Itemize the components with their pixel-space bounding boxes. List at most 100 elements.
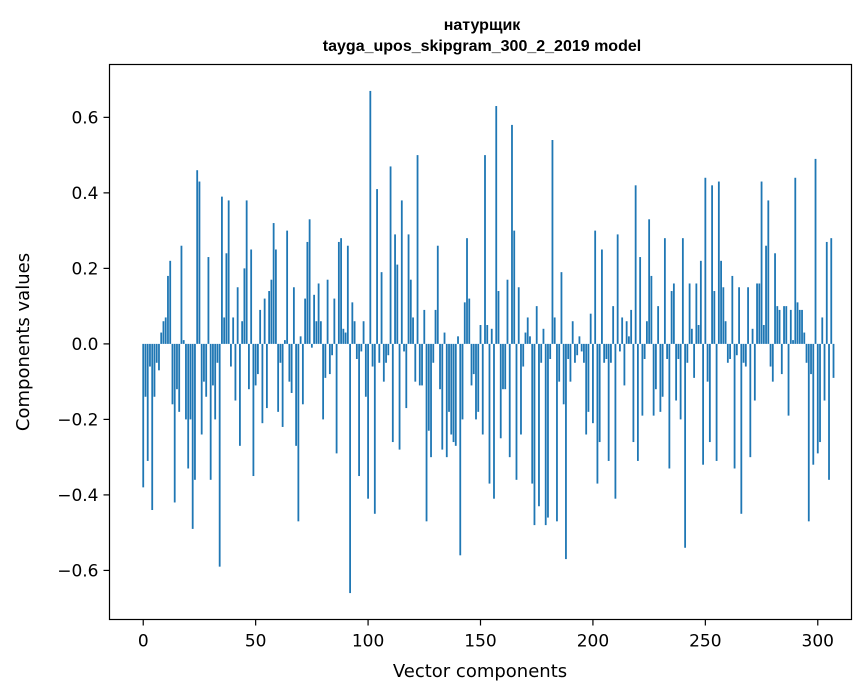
bar-167 — [517, 287, 520, 344]
bar-106 — [380, 272, 383, 344]
bar-190 — [569, 343, 572, 382]
bar-178 — [542, 328, 545, 344]
bar-193 — [576, 343, 579, 356]
bar-166 — [515, 343, 518, 480]
bar-8 — [160, 332, 163, 344]
bar-194 — [578, 336, 581, 344]
bar-97 — [360, 343, 363, 352]
bar-154 — [488, 343, 491, 484]
bar-275 — [760, 181, 763, 344]
chart-title: натурщик tayga_upos_skipgram_300_2_2019 … — [323, 17, 641, 55]
bar-261 — [729, 343, 731, 359]
bar-7 — [158, 343, 160, 371]
bar-122 — [416, 155, 419, 344]
bar-144 — [466, 238, 468, 344]
bar-229 — [657, 306, 660, 344]
bar-182 — [551, 140, 554, 344]
bar-86 — [335, 343, 338, 454]
bar-22 — [191, 343, 194, 529]
bar-119 — [409, 279, 412, 344]
bar-228 — [654, 343, 657, 390]
bar-110 — [389, 166, 392, 344]
bar-278 — [767, 200, 770, 344]
bar-6 — [155, 343, 158, 363]
bar-126 — [425, 343, 428, 522]
bar-70 — [299, 336, 302, 344]
bar-274 — [758, 283, 761, 344]
bar-30 — [209, 343, 212, 480]
bar-225 — [648, 219, 651, 344]
bar-71 — [301, 343, 304, 405]
bar-114 — [398, 343, 401, 450]
bar-23 — [194, 343, 196, 480]
bar-49 — [252, 343, 255, 477]
bar-200 — [592, 343, 594, 424]
bar-288 — [789, 309, 792, 344]
bar-230 — [659, 343, 662, 412]
bar-38 — [227, 200, 230, 344]
bar-185 — [558, 343, 561, 382]
bar-267 — [742, 343, 745, 363]
bar-54 — [263, 298, 266, 344]
bar-205 — [603, 343, 606, 363]
y-tick-label: 0.6 — [71, 108, 98, 128]
bar-165 — [513, 230, 516, 344]
bar-163 — [508, 343, 511, 458]
bar-125 — [423, 309, 426, 344]
bar-244 — [690, 328, 693, 344]
bar-272 — [753, 343, 756, 401]
bar-142 — [461, 343, 464, 420]
bar-285 — [783, 306, 785, 344]
x-tick-label: 0 — [138, 632, 149, 652]
bar-158 — [497, 291, 500, 344]
bar-246 — [695, 283, 698, 344]
bar-250 — [704, 177, 707, 344]
bar-14 — [173, 343, 176, 503]
bar-40 — [232, 317, 235, 344]
bar-184 — [556, 343, 558, 522]
bar-237 — [675, 343, 678, 401]
bar-26 — [200, 343, 203, 435]
bar-47 — [248, 343, 250, 390]
bar-161 — [504, 343, 507, 390]
bar-280 — [771, 343, 774, 382]
bar-65 — [288, 343, 291, 382]
bar-157 — [495, 106, 498, 344]
bar-162 — [506, 279, 509, 344]
bar-300 — [816, 343, 819, 454]
bar-78 — [317, 283, 320, 344]
bar-75 — [310, 343, 313, 348]
bar-251 — [706, 343, 709, 382]
bar-216 — [628, 336, 630, 344]
bar-113 — [396, 264, 399, 344]
bar-301 — [819, 343, 821, 443]
bar-50 — [254, 343, 257, 386]
bar-108 — [385, 343, 387, 363]
bar-168 — [520, 343, 522, 435]
bar-137 — [450, 343, 453, 435]
bar-58 — [272, 223, 275, 344]
bar-238 — [677, 343, 680, 359]
bar-45 — [243, 268, 246, 344]
bar-79 — [319, 321, 322, 344]
plot-frame — [108, 63, 853, 621]
bar-31 — [212, 343, 214, 386]
bar-16 — [178, 343, 181, 412]
bar-111 — [391, 343, 394, 443]
bar-9 — [162, 321, 165, 344]
bar-203 — [598, 343, 601, 443]
bar-35 — [221, 196, 223, 344]
x-axis-label: Vector components — [393, 661, 567, 682]
bar-176 — [538, 343, 540, 507]
bar-292 — [798, 309, 801, 344]
bar-140 — [457, 336, 459, 344]
bar-197 — [585, 343, 588, 435]
bar-276 — [762, 325, 765, 344]
bar-183 — [553, 317, 556, 344]
bar-3 — [149, 343, 151, 367]
bar-173 — [531, 343, 534, 484]
bar-147 — [472, 343, 475, 375]
bar-170 — [524, 332, 527, 344]
bar-98 — [362, 321, 365, 344]
bar-143 — [463, 302, 466, 344]
